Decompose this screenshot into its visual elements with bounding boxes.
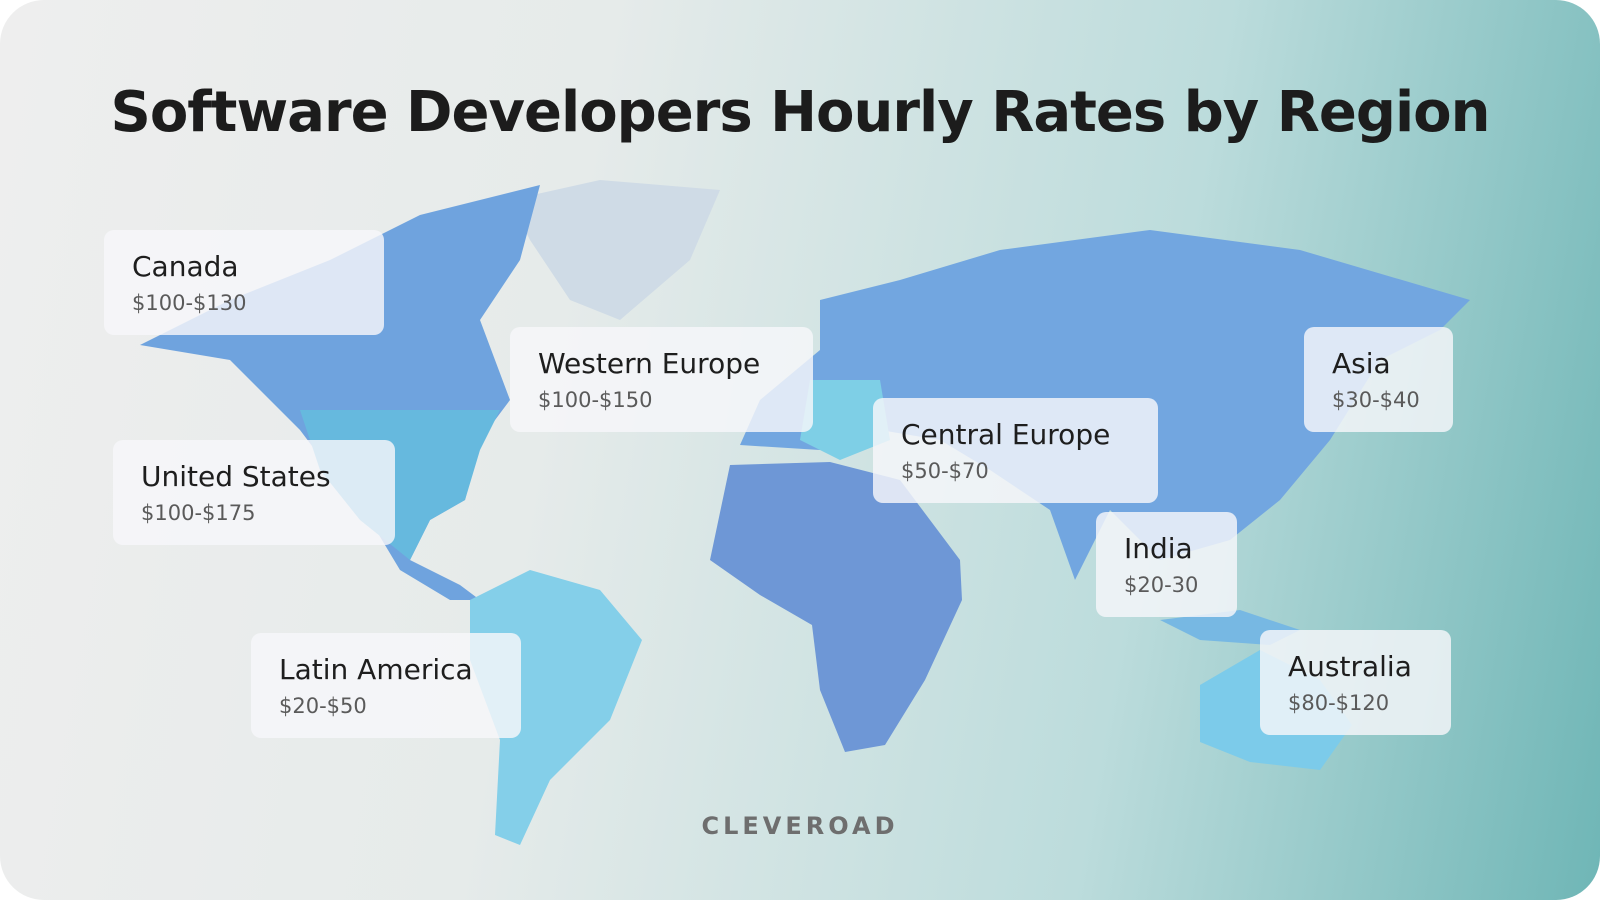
region-name: Central Europe bbox=[901, 418, 1111, 451]
region-rate: $50-$70 bbox=[901, 459, 989, 483]
region-rate: $20-$50 bbox=[279, 694, 367, 718]
region-rate: $20-30 bbox=[1124, 573, 1199, 597]
region-card: Latin America $20-$50 bbox=[251, 633, 521, 738]
region-name: Canada bbox=[132, 250, 239, 283]
africa bbox=[710, 462, 962, 752]
region-name: Australia bbox=[1288, 650, 1412, 683]
region-name: Asia bbox=[1332, 347, 1391, 380]
europe bbox=[800, 380, 890, 460]
greenland bbox=[510, 180, 720, 320]
region-card: Asia $30-$40 bbox=[1304, 327, 1453, 432]
region-name: India bbox=[1124, 532, 1193, 565]
region-name: Western Europe bbox=[538, 347, 761, 380]
region-card: United States $100-$175 bbox=[113, 440, 395, 545]
region-rate: $100-$175 bbox=[141, 501, 256, 525]
region-card: India $20-30 bbox=[1096, 512, 1237, 617]
region-rate: $80-$120 bbox=[1288, 691, 1390, 715]
region-card: Australia $80-$120 bbox=[1260, 630, 1451, 735]
region-name: Latin America bbox=[279, 653, 473, 686]
title: Software Developers Hourly Rates by Regi… bbox=[110, 80, 1491, 145]
brand: CLEVEROAD bbox=[701, 812, 899, 840]
region-card: Western Europe $100-$150 bbox=[510, 327, 813, 432]
region-rate: $30-$40 bbox=[1332, 388, 1420, 412]
region-card: Canada $100-$130 bbox=[104, 230, 384, 335]
region-rate: $100-$130 bbox=[132, 291, 247, 315]
region-card: Central Europe $50-$70 bbox=[873, 398, 1158, 503]
region-rate: $100-$150 bbox=[538, 388, 653, 412]
region-name: United States bbox=[141, 460, 331, 493]
